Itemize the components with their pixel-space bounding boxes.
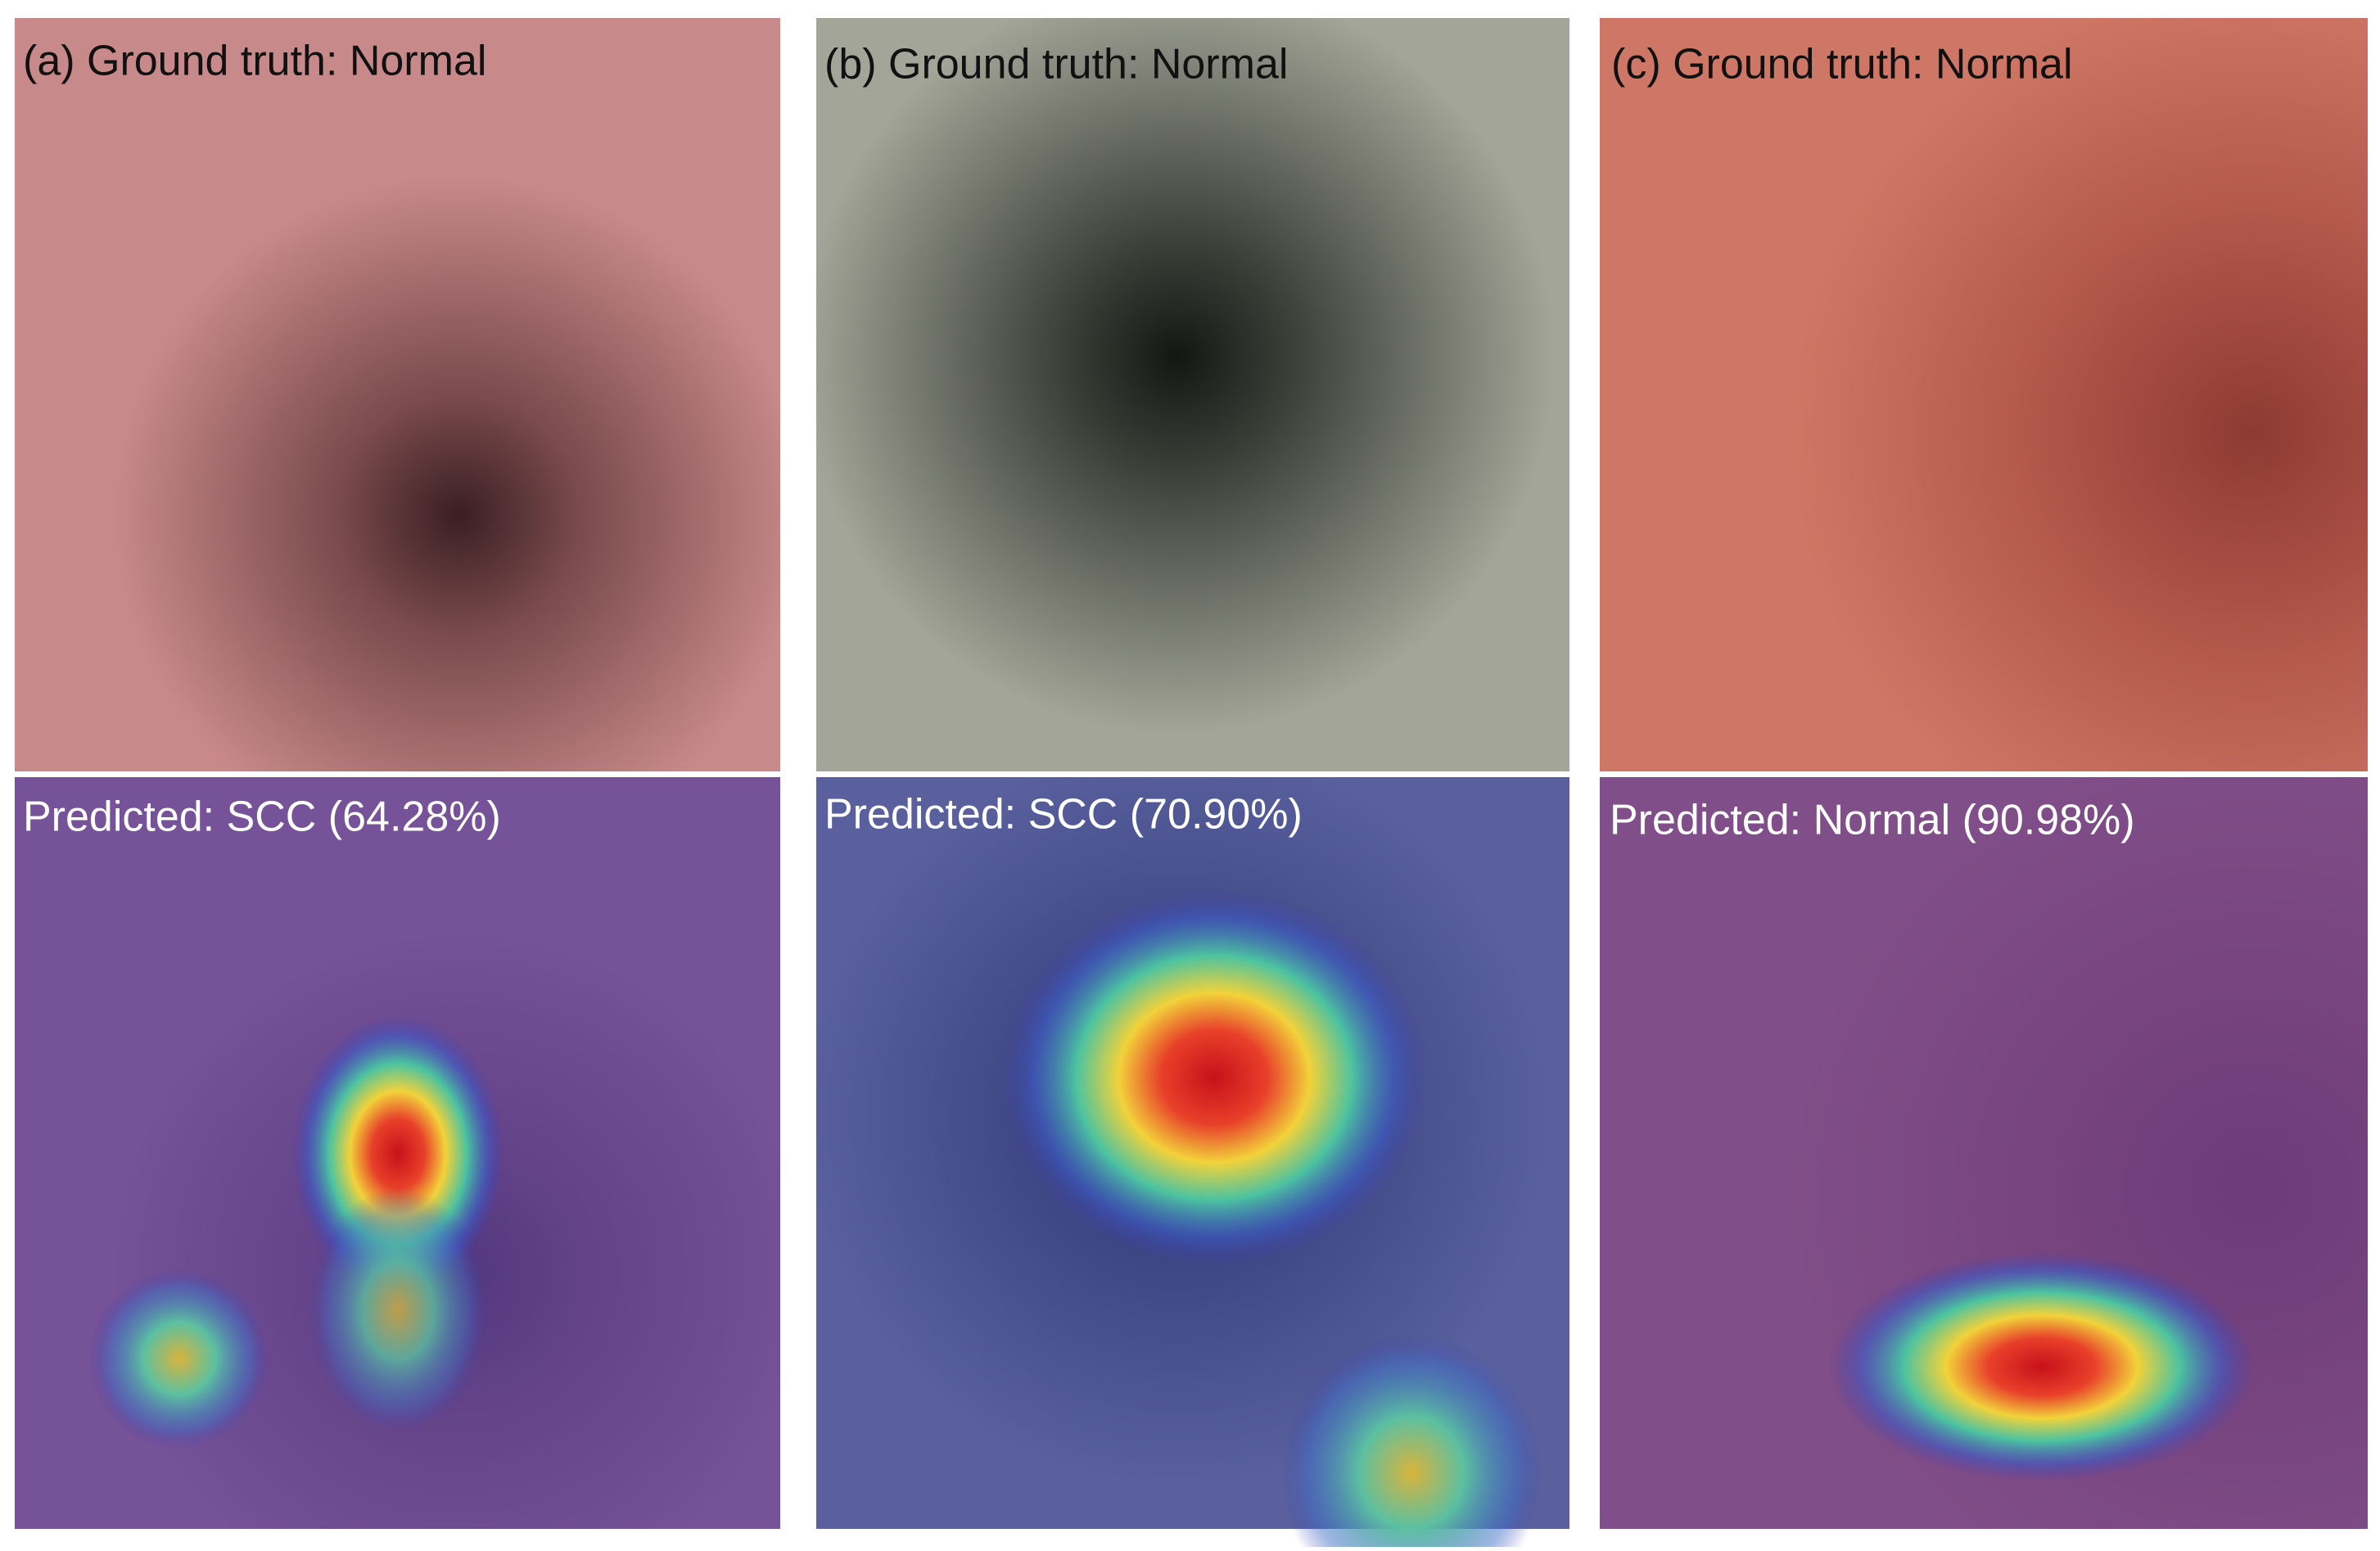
ground-truth-label: (c) Ground truth: Normal xyxy=(1611,41,2073,88)
heatmap-hotspot xyxy=(89,1268,269,1449)
heatmap-hotspot xyxy=(1829,1252,2255,1481)
heatmap-hotspot xyxy=(1001,889,1427,1266)
heatmap-hotspot xyxy=(1280,1333,1542,1551)
endoscopy-image xyxy=(1600,18,2368,771)
endoscopy-image xyxy=(816,18,1569,771)
prediction-label: Predicted: SCC (64.28%) xyxy=(23,794,501,841)
prediction-label: Predicted: SCC (70.90%) xyxy=(824,791,1303,839)
heatmap-hotspot xyxy=(308,1187,488,1433)
ground-truth-label: (a) Ground truth: Normal xyxy=(23,38,486,85)
endoscopy-image xyxy=(15,18,780,771)
ground-truth-label: (b) Ground truth: Normal xyxy=(824,41,1288,88)
prediction-label: Predicted: Normal (90.98%) xyxy=(1610,797,2135,844)
